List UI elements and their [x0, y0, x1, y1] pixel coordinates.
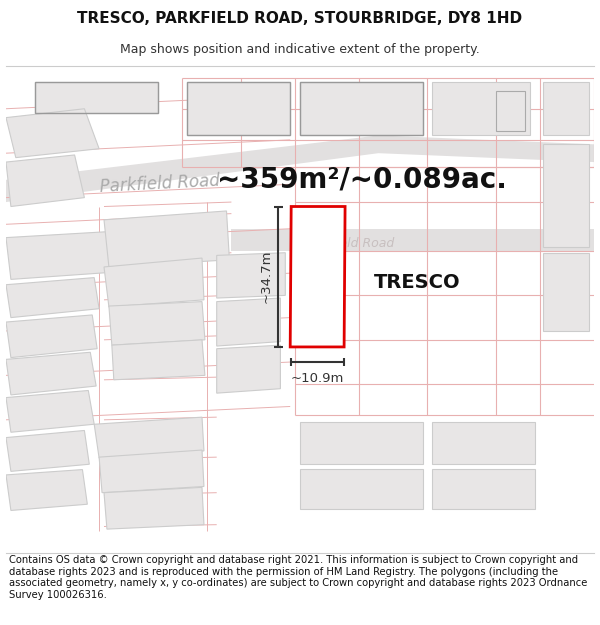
Polygon shape	[232, 229, 594, 251]
Polygon shape	[104, 488, 204, 529]
Polygon shape	[543, 253, 589, 331]
Polygon shape	[217, 298, 280, 346]
Polygon shape	[6, 391, 94, 432]
Text: TRESCO: TRESCO	[374, 272, 461, 291]
Polygon shape	[300, 82, 422, 136]
Polygon shape	[6, 315, 97, 358]
Polygon shape	[99, 450, 204, 493]
Polygon shape	[433, 82, 530, 136]
Polygon shape	[6, 109, 99, 158]
Polygon shape	[496, 91, 526, 131]
Text: ~10.9m: ~10.9m	[291, 371, 344, 384]
Polygon shape	[217, 253, 286, 298]
Polygon shape	[6, 352, 96, 395]
Polygon shape	[6, 136, 594, 202]
Polygon shape	[290, 206, 345, 347]
Text: Map shows position and indicative extent of the property.: Map shows position and indicative extent…	[120, 42, 480, 56]
Polygon shape	[543, 144, 589, 246]
Polygon shape	[6, 278, 99, 318]
Text: ~359m²/~0.089ac.: ~359m²/~0.089ac.	[217, 166, 506, 194]
Polygon shape	[94, 417, 204, 458]
Polygon shape	[433, 422, 535, 464]
Polygon shape	[433, 469, 535, 509]
Polygon shape	[6, 469, 88, 511]
Polygon shape	[300, 469, 422, 509]
Polygon shape	[35, 82, 158, 113]
Text: TRESCO, PARKFIELD ROAD, STOURBRIDGE, DY8 1HD: TRESCO, PARKFIELD ROAD, STOURBRIDGE, DY8…	[77, 11, 523, 26]
Polygon shape	[112, 340, 205, 380]
Polygon shape	[104, 211, 229, 267]
Polygon shape	[104, 258, 204, 307]
Text: Parkfield Road: Parkfield Road	[99, 172, 220, 196]
Polygon shape	[187, 82, 290, 136]
Polygon shape	[6, 155, 85, 206]
Polygon shape	[543, 82, 589, 136]
Text: ~34.7m: ~34.7m	[259, 250, 272, 304]
Polygon shape	[300, 422, 422, 464]
Polygon shape	[6, 229, 163, 279]
Text: Parkfield Road: Parkfield Road	[304, 238, 394, 251]
Text: Contains OS data © Crown copyright and database right 2021. This information is : Contains OS data © Crown copyright and d…	[9, 555, 587, 600]
Polygon shape	[109, 302, 205, 345]
Polygon shape	[6, 431, 89, 471]
Polygon shape	[217, 345, 280, 393]
